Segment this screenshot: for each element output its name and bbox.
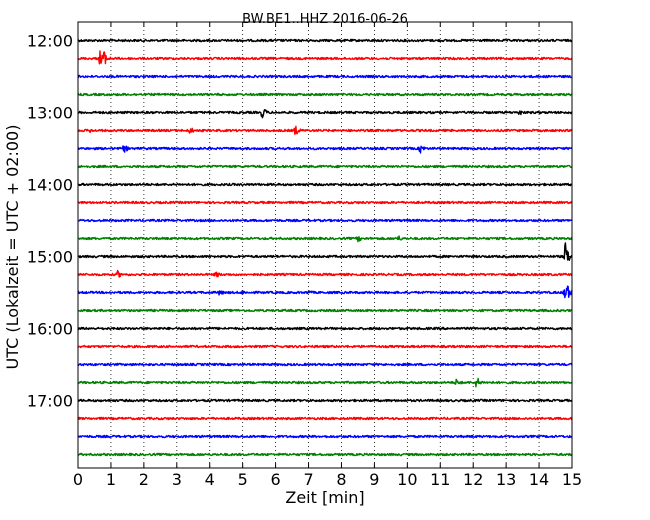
- trace-line: [77, 218, 573, 223]
- y-tick-label: 12:00: [27, 32, 73, 51]
- trace-line: [77, 308, 573, 313]
- x-tick-label: 2: [139, 470, 149, 489]
- trace-line: [77, 326, 573, 331]
- trace-line: [77, 416, 573, 421]
- x-tick-label: 14: [529, 470, 549, 489]
- chart-title: BW.BE1..HHZ 2016-06-26: [242, 12, 408, 27]
- trace-line: [77, 235, 573, 243]
- y-tick-label: 15:00: [27, 248, 73, 267]
- x-tick-label: 1: [106, 470, 116, 489]
- traces: [77, 38, 573, 457]
- trace-line: [77, 182, 573, 187]
- y-tick-label: 16:00: [27, 320, 73, 339]
- trace-line: [77, 109, 573, 119]
- trace-line: [77, 125, 573, 135]
- ticks: 0 1 2 3 4 5 6 7 8 9 10 11 12 13 14 1512:0013:0014:0015:…: [27, 22, 582, 489]
- x-tick-label: 9: [369, 470, 379, 489]
- trace-line: [77, 50, 573, 65]
- trace-line: [77, 434, 573, 439]
- trace-line: [77, 242, 573, 261]
- x-tick-label: 6: [271, 470, 281, 489]
- y-tick-label: 14:00: [27, 176, 73, 195]
- trace-line: [77, 285, 573, 299]
- trace-line: [77, 377, 573, 388]
- x-tick-label: 8: [336, 470, 346, 489]
- x-tick-label: 11: [430, 470, 450, 489]
- plot-frame: [77, 21, 573, 469]
- trace-line: [77, 164, 573, 169]
- trace-line: [77, 452, 573, 457]
- x-axis-label: Zeit [min]: [285, 488, 364, 507]
- x-tick-label: 5: [238, 470, 248, 489]
- x-tick-label: 15: [562, 470, 582, 489]
- x-tick-label: 12: [463, 470, 483, 489]
- y-axis-label: UTC (Lokalzeit = UTC + 02:00): [3, 125, 22, 370]
- x-tick-label: 10: [397, 470, 417, 489]
- x-tick-label: 7: [303, 470, 313, 489]
- trace-line: [77, 269, 573, 278]
- trace-line: [77, 398, 573, 403]
- trace-line: [77, 344, 573, 349]
- trace-line: [77, 74, 573, 79]
- trace-line: [77, 38, 573, 43]
- x-tick-label: 3: [172, 470, 182, 489]
- trace-line: [77, 92, 573, 97]
- x-tick-label: 0: [73, 470, 83, 489]
- y-tick-label: 13:00: [27, 104, 73, 123]
- x-tick-label: 4: [205, 470, 215, 489]
- trace-line: [77, 200, 573, 205]
- trace-line: [77, 145, 573, 154]
- trace-line: [77, 362, 573, 367]
- y-tick-label: 17:00: [27, 392, 73, 411]
- x-tick-label: 13: [496, 470, 516, 489]
